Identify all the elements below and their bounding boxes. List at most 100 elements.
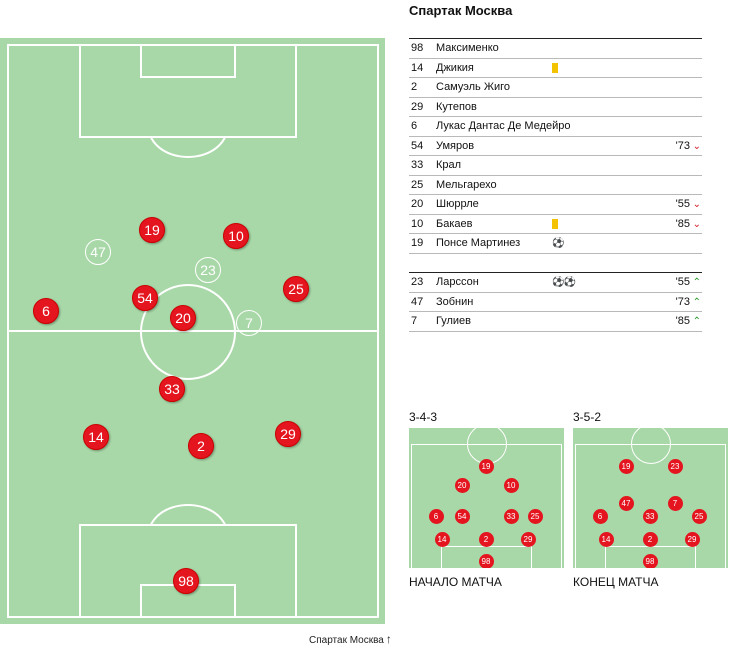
formation-player-marker: 14 bbox=[434, 531, 450, 547]
player-number: 98 bbox=[411, 42, 424, 54]
roster-row: 20 Шюррле '55 ⌄ bbox=[409, 195, 702, 215]
substitution-minute: '55 bbox=[675, 276, 690, 288]
formation-start: 3-4-3 19 20 10 6 54 33 25 14 2 29 98 НАЧАЛО МАТЧА bbox=[409, 410, 564, 589]
roster-row: 98 Максименко bbox=[409, 39, 702, 59]
formation-player-marker: 6 bbox=[428, 508, 444, 524]
pitch-caption: Спартак Москва ↑ bbox=[309, 632, 392, 646]
formation-caption: НАЧАЛО МАТЧА bbox=[409, 575, 502, 589]
formation-player-marker: 25 bbox=[527, 508, 543, 524]
formation-player-marker: 98 bbox=[478, 553, 494, 568]
mini-pitch: 19 23 47 7 6 33 25 14 2 29 98 bbox=[573, 428, 728, 568]
player-number: 2 bbox=[411, 81, 418, 93]
formation-player-marker: 19 bbox=[478, 458, 494, 474]
formation-player-marker: 54 bbox=[454, 508, 470, 524]
pitch: 19 10 47 23 6 54 25 20 7 33 14 2 29 98 bbox=[0, 38, 385, 624]
top-goal-area bbox=[140, 44, 236, 78]
player-number: 29 bbox=[411, 100, 424, 113]
formation-scheme: 3-4-3 bbox=[409, 410, 438, 424]
player-marker: 54 bbox=[132, 285, 158, 311]
player-marker: 2 bbox=[188, 433, 214, 459]
player-marker: 19 bbox=[139, 217, 165, 243]
roster-row: 25 Мельгарехо bbox=[409, 176, 702, 195]
player-name: Джикия bbox=[436, 61, 474, 74]
yellow-card-icon bbox=[552, 62, 558, 73]
roster-row: 54 Умяров '73 ⌄ bbox=[409, 137, 702, 156]
player-name: Гулиев bbox=[436, 315, 472, 327]
formation-player-marker: 29 bbox=[520, 531, 536, 547]
formation-caption: КОНЕЦ МАТЧА bbox=[573, 575, 659, 589]
player-name: Самуэль Жиго bbox=[436, 81, 511, 93]
roster-row: 33 Крал bbox=[409, 156, 702, 176]
roster-row: 7 Гулиев '85 ⌃ bbox=[409, 312, 702, 332]
roster-row: 14 Джикия bbox=[409, 59, 702, 78]
player-number: 20 bbox=[411, 198, 424, 210]
player-name: Шюррле bbox=[436, 198, 479, 210]
roster-row: 47 Зобнин '73 ⌃ bbox=[409, 293, 702, 312]
formation-player-marker: 6 bbox=[592, 508, 608, 524]
pitch-caption-text: Спартак Москва bbox=[309, 635, 384, 646]
formation-player-marker: 20 bbox=[454, 477, 470, 493]
substitution-minute: '55 bbox=[675, 198, 690, 210]
player-marker: 14 bbox=[83, 424, 109, 450]
up-arrow-icon: ↑ bbox=[385, 632, 392, 646]
player-number: 23 bbox=[411, 276, 424, 288]
formation-player-marker: 33 bbox=[642, 508, 658, 524]
player-name: Максименко bbox=[436, 42, 499, 54]
substitute-player-marker: 47 bbox=[85, 239, 111, 265]
player-name: Понсе Мартинез bbox=[436, 237, 521, 249]
substitution-minute: '73 bbox=[675, 139, 690, 152]
red-down-chevron-icon: ⌄ bbox=[692, 199, 701, 210]
roster-row: 23 Ларссон ⚽⚽ '55 ⌃ bbox=[409, 273, 702, 293]
roster-row: 10 Бакаев '85 ⌄ bbox=[409, 215, 702, 234]
player-number: 25 bbox=[411, 178, 424, 191]
mini-center-circle bbox=[631, 428, 671, 464]
starters-list: 98 Максименко 14 Джикия 2 Самуэль Жиго 29 Кутеп… bbox=[409, 38, 702, 254]
player-name: Крал bbox=[436, 159, 462, 171]
formation-player-marker: 2 bbox=[478, 531, 494, 547]
formation-player-marker: 23 bbox=[667, 458, 683, 474]
player-marker: 98 bbox=[173, 568, 199, 594]
player-name: Зобнин bbox=[436, 295, 474, 308]
substitution-minute: '73 bbox=[675, 295, 690, 308]
green-up-chevron-icon: ⌃ bbox=[692, 296, 701, 308]
formation-player-marker: 25 bbox=[691, 508, 707, 524]
player-name: Лукас Дантас Де Медейро bbox=[436, 120, 571, 132]
ball-icon: ⚽⚽ bbox=[552, 277, 576, 288]
formation-player-marker: 98 bbox=[642, 553, 658, 568]
ball-icon: ⚽ bbox=[552, 238, 564, 249]
substitute-player-marker: 7 bbox=[236, 310, 262, 336]
formation-player-marker: 29 bbox=[684, 531, 700, 547]
center-circle bbox=[140, 284, 236, 380]
mini-pitch: 19 20 10 6 54 33 25 14 2 29 98 bbox=[409, 428, 564, 568]
roster-row: 2 Самуэль Жиго bbox=[409, 78, 702, 98]
player-name: Кутепов bbox=[436, 100, 477, 113]
formation-player-marker: 2 bbox=[642, 531, 658, 547]
yellow-card-icon bbox=[552, 218, 558, 229]
mini-penalty-area bbox=[441, 546, 532, 568]
mini-penalty-area bbox=[605, 546, 696, 568]
red-down-chevron-icon: ⌄ bbox=[692, 140, 701, 152]
formation-player-marker: 10 bbox=[503, 477, 519, 493]
formation-player-marker: 33 bbox=[503, 508, 519, 524]
roster-row: 19 Понсе Мартинез ⚽ bbox=[409, 234, 702, 254]
player-name: Умяров bbox=[436, 139, 475, 152]
player-marker: 20 bbox=[170, 305, 196, 331]
player-number: 7 bbox=[411, 315, 418, 327]
formation-player-marker: 47 bbox=[618, 495, 634, 511]
substitutes-list: 23 Ларссон ⚽⚽ '55 ⌃ 47 Зобнин '73 ⌃ 7 Гулиев '85 ⌃ bbox=[409, 272, 702, 332]
formation-end: 3-5-2 19 23 47 7 6 33 25 14 2 29 98 КОНЕЦ МАТЧА bbox=[573, 410, 728, 589]
player-marker: 29 bbox=[275, 421, 301, 447]
roster-row: 6 Лукас Дантас Де Медейро bbox=[409, 117, 702, 137]
formation-player-marker: 19 bbox=[618, 458, 634, 474]
player-number: 10 bbox=[411, 217, 424, 230]
player-number: 14 bbox=[411, 61, 424, 74]
player-marker: 25 bbox=[283, 276, 309, 302]
substitution-minute: '85 bbox=[675, 315, 690, 327]
red-down-chevron-icon: ⌄ bbox=[692, 218, 701, 230]
player-name: Ларссон bbox=[436, 276, 479, 288]
player-marker: 10 bbox=[223, 223, 249, 249]
player-marker: 6 bbox=[33, 298, 59, 324]
formation-player-marker: 7 bbox=[667, 495, 683, 511]
substitution-minute: '85 bbox=[675, 217, 690, 230]
formation-scheme: 3-5-2 bbox=[573, 410, 602, 424]
